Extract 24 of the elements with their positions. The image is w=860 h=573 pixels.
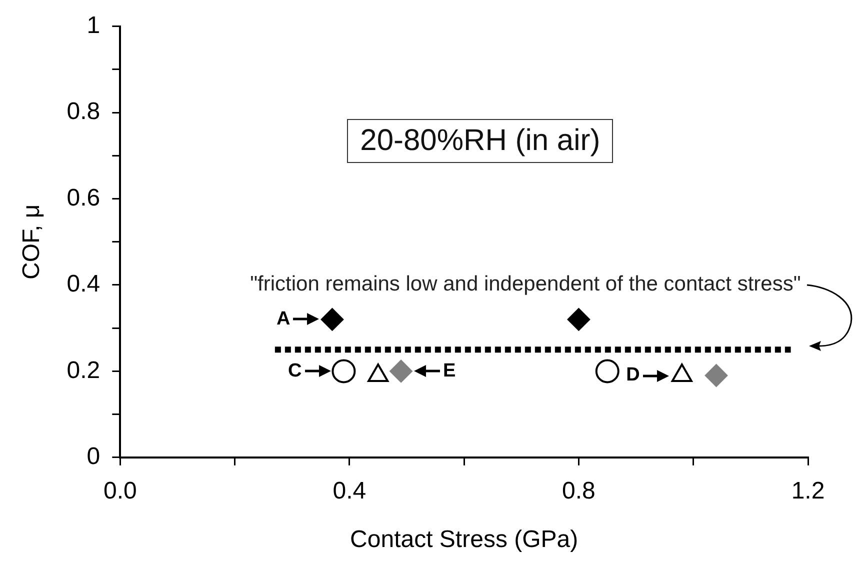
x-axis-title: Contact Stress (GPa) — [350, 526, 578, 554]
point — [390, 360, 413, 383]
annotation: "friction remains low and independent of the contact stress" — [250, 272, 801, 296]
y-tick-label: 0.2 — [66, 356, 100, 384]
point — [320, 308, 344, 331]
y-tick-label: 0.8 — [66, 98, 100, 126]
y-tick-label: 1 — [86, 12, 100, 40]
y-tick-label: 0.4 — [66, 270, 100, 298]
point — [567, 308, 590, 331]
point — [704, 364, 728, 388]
x-tick-label: 0.0 — [103, 477, 137, 504]
annotation: 20-80%RH (in air) — [347, 119, 614, 164]
annotation: A — [276, 308, 291, 330]
point — [332, 359, 356, 384]
annotation: E — [443, 360, 456, 382]
annotation: C — [288, 360, 302, 382]
annotation: D — [626, 364, 640, 386]
x-tick-label: 0.8 — [562, 477, 596, 504]
point — [595, 359, 620, 384]
y-tick-label: 0.6 — [66, 184, 100, 212]
y-axis-title: COF, μ — [18, 204, 46, 280]
y-tick-label: 0 — [86, 443, 100, 470]
x-tick-label: 0.4 — [332, 477, 366, 504]
x-tick-label: 1.2 — [791, 477, 825, 504]
